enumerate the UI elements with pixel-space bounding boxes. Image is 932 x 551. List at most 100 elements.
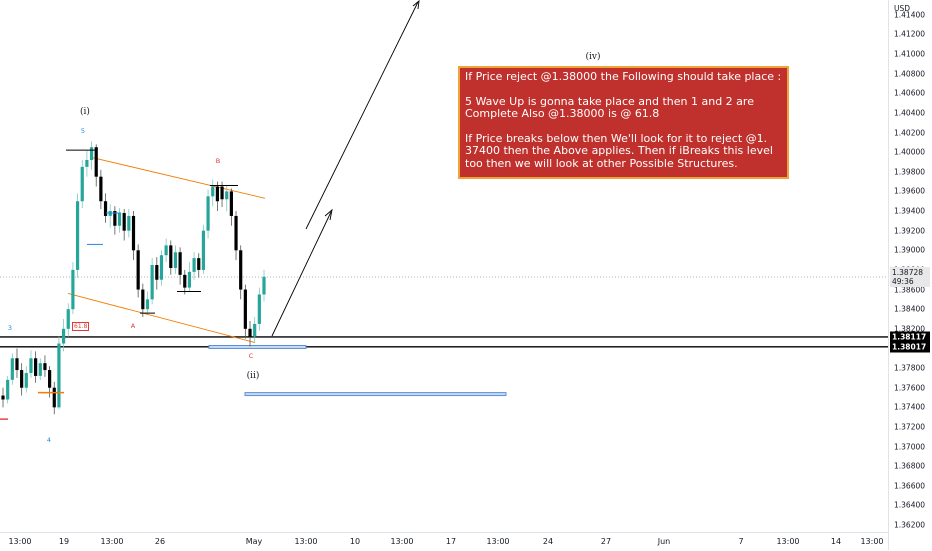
candle-body	[89, 147, 94, 160]
time-tick-label: 13:00	[8, 537, 32, 546]
price-tick-label: 1.39400	[894, 206, 926, 216]
candle-body	[34, 358, 38, 376]
candle-body	[10, 358, 14, 380]
time-tick-label: 14	[830, 537, 842, 546]
time-tick-label: 13:00	[100, 537, 124, 546]
projection-arrow-short	[271, 211, 332, 337]
price-tick-label: 1.38200	[894, 324, 926, 334]
candle-body	[71, 269, 75, 310]
fib-level-label: 61.8	[72, 322, 90, 331]
candle-body	[29, 358, 33, 373]
projection-arrow-long	[305, 1, 419, 230]
candle-body	[211, 186, 215, 197]
time-tick-label: 13:00	[390, 537, 414, 546]
price-tick-label: 1.37000	[894, 442, 926, 452]
candle-body	[159, 255, 164, 280]
candle-body	[20, 370, 24, 388]
candle-body	[48, 370, 52, 388]
price-tick-label: 1.41400	[894, 10, 926, 20]
point-label-A: A	[130, 322, 136, 330]
candle-body	[38, 363, 42, 376]
point-label-B: B	[215, 157, 221, 165]
time-axis[interactable]: 13:00 19 13:00 26 May 13:00 10 13:00 17 13:00 24 27…	[0, 532, 888, 551]
price-tick-label: 1.36600	[894, 481, 926, 491]
current-price-value: 1.38728	[892, 267, 924, 277]
price-tick-label: 1.37800	[894, 363, 926, 373]
candle-body	[239, 250, 243, 290]
candle-body	[169, 245, 173, 268]
time-tick-label: 10	[349, 537, 361, 546]
candle-body	[6, 379, 10, 400]
price-tick-label: 1.41200	[894, 29, 926, 39]
currency-label: USD	[894, 4, 911, 13]
candle-body	[1, 395, 5, 400]
level-tag-upper: 1.38117	[890, 331, 930, 343]
candle-body	[52, 387, 56, 408]
price-tick-label: 1.40200	[894, 128, 926, 137]
time-tick-label: 13:00	[486, 537, 510, 546]
price-tick-label: 1.40400	[894, 108, 926, 118]
price-tick-label: 1.36800	[894, 461, 926, 471]
candle-body	[61, 328, 66, 344]
price-axis[interactable]: USD 1.41400 1.41200 1.41000 1.40800 1.40600 1…	[888, 0, 932, 550]
candle-body	[173, 252, 178, 268]
note-line-1: If Price reject @1.38000 the Following s…	[465, 70, 782, 83]
candle-body	[94, 147, 98, 177]
candle-body	[127, 215, 131, 231]
demand-zone-lower	[244, 392, 507, 397]
candle-body	[192, 258, 196, 272]
price-tick-label: 1.38600	[894, 285, 926, 295]
candle-body	[220, 186, 224, 200]
candle-body	[136, 250, 140, 290]
candle-body	[131, 215, 136, 251]
price-tick-label: 1.40600	[894, 88, 926, 98]
wave-label-ii: (ii)	[246, 371, 260, 381]
candle-body	[75, 201, 80, 270]
candle-body	[187, 271, 192, 288]
point-label-5: 5	[80, 127, 86, 135]
point-label-4: 4	[46, 436, 52, 444]
price-tick-label: 1.37200	[894, 422, 926, 432]
time-tick-label: 13:00	[294, 537, 318, 546]
analysis-note: If Price reject @1.38000 the Following s…	[458, 66, 789, 179]
time-tick-label: 13:00	[776, 537, 800, 546]
arrowhead	[412, 0, 420, 10]
candle-body	[155, 265, 159, 280]
level-tag-lower: 1.38017	[890, 341, 930, 353]
candle-body	[215, 186, 219, 202]
note-line-3: If Price breaks below then We'll look fo…	[465, 131, 773, 170]
candle-body	[164, 245, 168, 256]
time-tick-label: Jun	[657, 537, 671, 546]
candle-body	[57, 343, 61, 408]
price-tick-label: 1.37400	[894, 402, 926, 412]
current-price-tag: 1.38728 49:36	[890, 266, 930, 287]
candle-body	[234, 215, 238, 251]
candle-body	[117, 212, 122, 226]
price-tick-label: 1.39000	[894, 245, 926, 255]
time-tick-label: 26	[154, 537, 166, 546]
candle-body	[80, 166, 84, 202]
time-tick-label: 27	[600, 537, 612, 546]
price-tick-label: 1.39800	[894, 167, 926, 177]
candle-body	[243, 289, 247, 329]
candle-body	[183, 274, 187, 288]
note-line-2: 5 Wave Up is gonna take place and then 1…	[465, 94, 754, 120]
price-tick-label: 1.40000	[894, 147, 926, 157]
countdown-timer: 49:36	[892, 276, 914, 286]
price-tick-label: 1.41000	[894, 49, 926, 59]
candle-body	[24, 372, 28, 388]
price-tick-label: 1.39200	[894, 226, 926, 236]
chart-area[interactable]: If Price reject @1.38000 the Following s…	[0, 0, 888, 532]
candle-body	[197, 258, 201, 270]
candle-body	[201, 230, 206, 270]
candle-body	[145, 299, 150, 310]
arrowhead	[324, 208, 333, 221]
price-tick-label: 1.39600	[894, 186, 926, 196]
wave-label-i: (i)	[80, 107, 90, 117]
channel-line-lower	[67, 293, 256, 343]
candle-body	[248, 328, 252, 337]
candle-body	[122, 212, 126, 231]
time-tick-label: 24	[542, 537, 554, 546]
candle-body	[253, 323, 257, 337]
price-chart[interactable]	[0, 0, 888, 532]
